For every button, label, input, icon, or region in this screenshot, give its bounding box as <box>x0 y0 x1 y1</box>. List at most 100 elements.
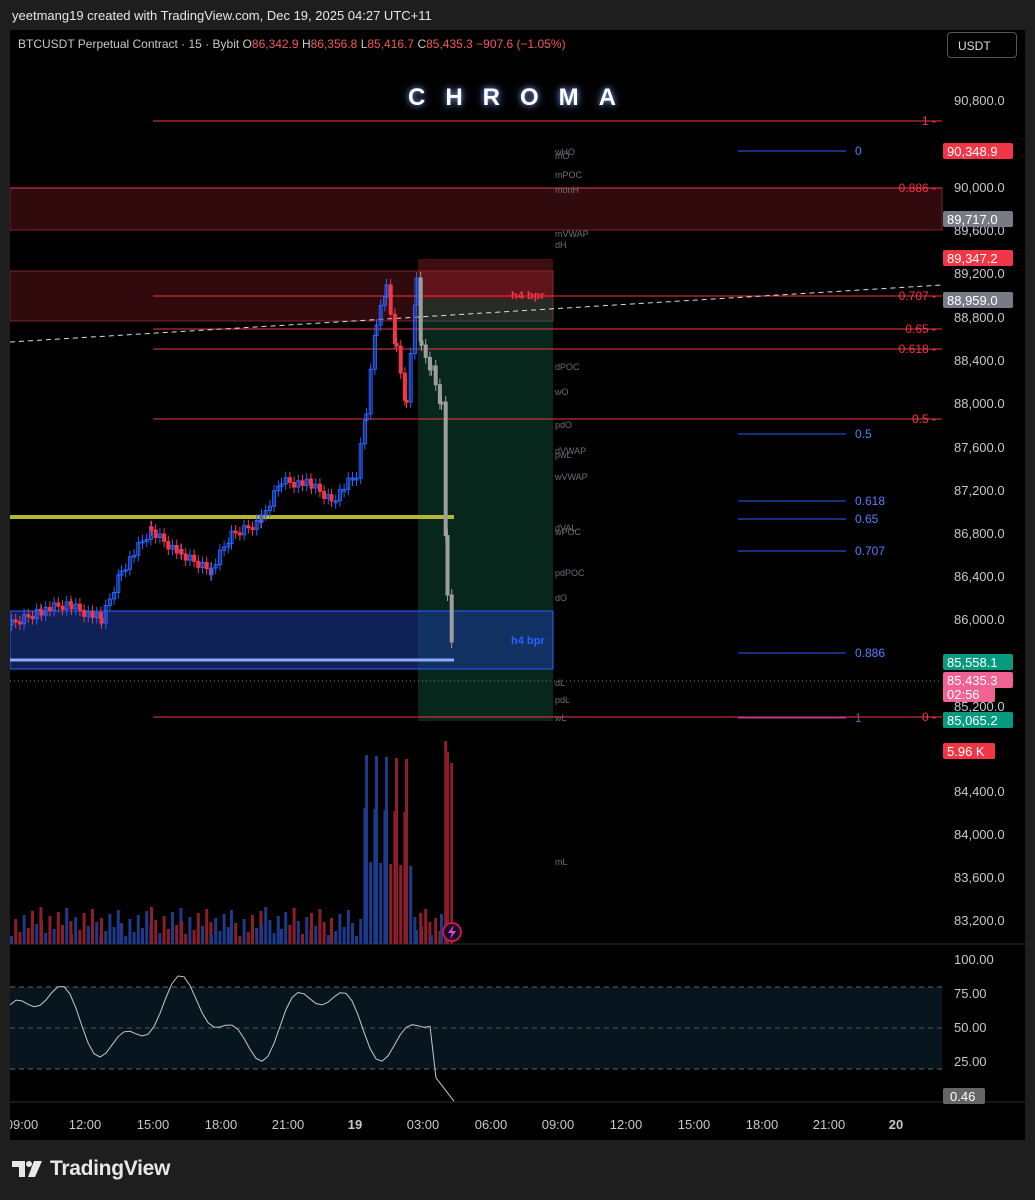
volume-bar <box>201 926 204 944</box>
candle <box>112 586 117 605</box>
price-badge: 85,435.3 <box>943 672 1013 688</box>
close-value: 85,435.3 <box>426 37 473 51</box>
close-label: C <box>417 37 427 51</box>
candle <box>86 605 91 623</box>
volume-bar <box>112 927 116 944</box>
candle <box>149 520 154 536</box>
volume-bar <box>145 911 149 944</box>
created-by-header: yeetmang19 created with TradingView.com,… <box>0 0 1035 30</box>
candle <box>140 535 145 549</box>
tradingview-logo-text: TradingView <box>50 1157 171 1180</box>
price-badge: 88,959.0 <box>943 292 1013 308</box>
volume-bar <box>18 932 22 944</box>
candle <box>22 608 27 630</box>
blue-fib-label: 0.886 <box>855 646 885 660</box>
blue-fib-label: 0.618 <box>855 494 885 508</box>
time-tick-label: 12:00 <box>69 1117 102 1132</box>
tradingview-logo-icon <box>12 1161 42 1177</box>
price-badge: 85,065.2 <box>943 712 1013 728</box>
rsi-tick-label: 25.00 <box>954 1054 987 1069</box>
volume-bar <box>264 907 268 944</box>
high-value: 86,356.8 <box>310 37 358 51</box>
candle <box>378 299 383 331</box>
candlestick-series[interactable] <box>10 272 454 648</box>
tradingview-logo[interactable]: TradingView <box>12 1157 170 1181</box>
dashed-trendline[interactable] <box>10 284 943 343</box>
volume-bar <box>305 917 309 944</box>
candle <box>43 601 48 621</box>
candle <box>449 589 454 648</box>
volume-bar <box>296 921 300 944</box>
volume-bar <box>150 907 153 944</box>
candle <box>17 615 22 630</box>
lightning-icon[interactable] <box>442 922 462 942</box>
blue-fib-label: 0.707 <box>855 544 885 558</box>
volume-series <box>10 741 454 944</box>
volume-bar <box>154 920 158 944</box>
candle <box>394 337 399 352</box>
price-tick-label: 85,200.0 <box>954 699 1005 714</box>
volume-bar <box>276 916 280 944</box>
price-badge-text: 85,435.3 <box>947 673 998 688</box>
volume-bar <box>393 811 397 944</box>
volume-bar <box>280 929 283 944</box>
candle <box>304 473 309 492</box>
volume-bar <box>288 925 292 944</box>
volume-bar <box>40 920 43 944</box>
candle <box>242 519 247 541</box>
symbol-title[interactable]: BTCUSDT Perpetual Contract · 15 · Bybit <box>18 37 240 51</box>
price-axis[interactable]: 90,800.090,000.089,600.089,200.088,800.0… <box>954 93 1005 928</box>
volume-bar <box>70 934 73 944</box>
chart-pane[interactable]: h4 bpr h4 bpr 1 - 0.886 - 0.707 - 0.65 - 0.6… <box>10 30 1025 1140</box>
level-label: wHO <box>554 147 575 157</box>
candle <box>346 472 351 496</box>
candle <box>272 484 277 513</box>
level-label: dH <box>555 240 567 250</box>
candle <box>200 556 205 574</box>
candle <box>250 521 255 536</box>
volume-bar <box>375 756 378 944</box>
currency-button[interactable]: USDT <box>947 32 1017 58</box>
candle <box>263 504 268 521</box>
candle <box>82 604 87 623</box>
volume-bar <box>188 917 192 944</box>
volume-bar <box>86 926 90 944</box>
price-badge-text: 85,065.2 <box>947 713 998 728</box>
candle <box>213 558 218 574</box>
volume-bar <box>450 763 454 944</box>
candle <box>233 525 238 539</box>
candle <box>73 598 78 615</box>
volume-bar <box>69 921 73 944</box>
red-fib-label: 0.886 - <box>899 181 936 195</box>
volume-bar <box>284 912 288 944</box>
candle <box>337 483 342 507</box>
price-badge-text: 02:56 <box>947 687 980 702</box>
price-badge-text: 88,959.0 <box>947 293 998 308</box>
price-tick-label: 90,000.0 <box>954 180 1005 195</box>
volume-bar <box>444 741 448 944</box>
chart-canvas[interactable]: h4 bpr h4 bpr 1 - 0.886 - 0.707 - 0.65 - 0.6… <box>10 30 1025 1140</box>
candle <box>429 360 434 376</box>
candle <box>132 549 137 564</box>
open-label: O <box>242 37 252 51</box>
low-value: 85,416.7 <box>367 37 415 51</box>
candle <box>34 603 39 625</box>
candle <box>166 535 171 555</box>
volume-bar <box>61 925 64 944</box>
candle <box>296 474 301 494</box>
chroma-brand: CHROMA <box>408 84 636 111</box>
volume-bar <box>440 914 443 944</box>
candle <box>183 548 188 567</box>
volume-bar <box>104 931 108 944</box>
time-axis[interactable]: 09:00 12:00 15:00 18:00 21:00 19 03:00 06:00 09:… <box>10 1117 903 1132</box>
volume-bar <box>342 927 346 944</box>
candle <box>116 569 121 599</box>
volume-bar <box>214 918 218 944</box>
candle <box>333 494 338 509</box>
price-badge: 85,558.1 <box>943 654 1013 670</box>
volume-bar <box>292 908 296 944</box>
volume-bar <box>65 908 69 944</box>
price-tick-label: 83,200.0 <box>954 913 1005 928</box>
red-fib-lines <box>10 120 942 718</box>
level-label: monH <box>555 185 579 195</box>
